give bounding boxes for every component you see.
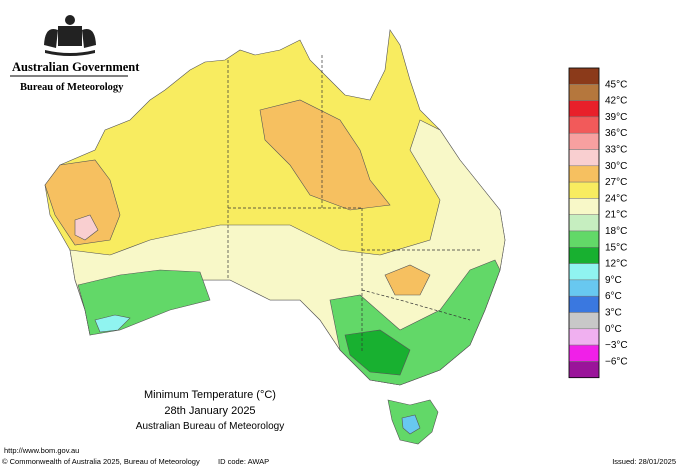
legend-label: 36°C: [605, 128, 627, 139]
legend-swatch: [568, 165, 600, 183]
legend-label: 6°C: [605, 291, 622, 302]
legend-label: −3°C: [605, 340, 628, 351]
coat-of-arms: [44, 15, 96, 56]
footer-id: ID code: AWAP: [218, 457, 269, 466]
legend-swatch: [568, 263, 600, 281]
legend-label: 21°C: [605, 210, 627, 221]
legend-swatch: [568, 295, 600, 313]
legend-label: 33°C: [605, 145, 627, 156]
legend-label: 9°C: [605, 275, 622, 286]
legend-label: 24°C: [605, 193, 627, 204]
pink-west: [74, 214, 99, 241]
legend-label: 3°C: [605, 308, 622, 319]
legend-label: 27°C: [605, 177, 627, 188]
legend-swatch: [568, 149, 600, 167]
agency-name: Bureau of Meteorology: [20, 82, 124, 93]
map-source: Australian Bureau of Meteorology: [136, 421, 284, 432]
legend-swatch: [568, 198, 600, 215]
cyan-southwest: [94, 314, 131, 333]
legend-label: 18°C: [605, 226, 627, 237]
orange-east: [384, 264, 431, 296]
legend: 45°C 42°C 39°C 36°C 33°C 30°C 27°C 24°C 21°C 18°C…: [568, 67, 628, 379]
legend-label: 39°C: [605, 112, 627, 123]
dark-green-south: [344, 329, 411, 376]
temperature-map: [44, 29, 506, 445]
government-name: Australian Government: [12, 60, 140, 74]
legend-swatch: [568, 361, 600, 378]
legend-swatch: [568, 67, 600, 85]
legend-frame: [568, 67, 600, 379]
footer-copyright: © Commonwealth of Australia 2025, Bureau…: [2, 457, 200, 466]
legend-swatch: [568, 230, 600, 248]
legend-swatch: [568, 344, 600, 362]
footer-issued: Issued: 28/01/2025: [612, 457, 676, 466]
legend-label: −6°C: [605, 356, 628, 367]
map-date: 28th January 2025: [164, 405, 255, 417]
legend-swatch: [568, 312, 600, 330]
legend-swatch: [568, 247, 600, 264]
legend-swatch: [568, 279, 600, 297]
legend-swatch: [568, 181, 600, 199]
legend-label: 45°C: [605, 79, 627, 90]
legend-label: 15°C: [605, 242, 627, 253]
legend-swatch: [568, 84, 600, 101]
legend-label: 0°C: [605, 324, 622, 335]
legend-label: 42°C: [605, 96, 627, 107]
legend-swatch: [568, 132, 600, 150]
tasmania-cold: [401, 414, 421, 435]
legend-swatch: [568, 328, 600, 346]
legend-swatch: [568, 214, 600, 232]
orange-west: [44, 159, 121, 246]
map-title: Minimum Temperature (°C): [144, 389, 276, 401]
legend-swatch: [568, 116, 600, 134]
legend-label: 12°C: [605, 259, 627, 270]
orange-central: [259, 99, 391, 211]
footer-url: http://www.bom.gov.au: [4, 446, 79, 455]
legend-swatch: [568, 100, 600, 118]
legend-label: 30°C: [605, 161, 627, 172]
state-borders: [227, 55, 480, 352]
